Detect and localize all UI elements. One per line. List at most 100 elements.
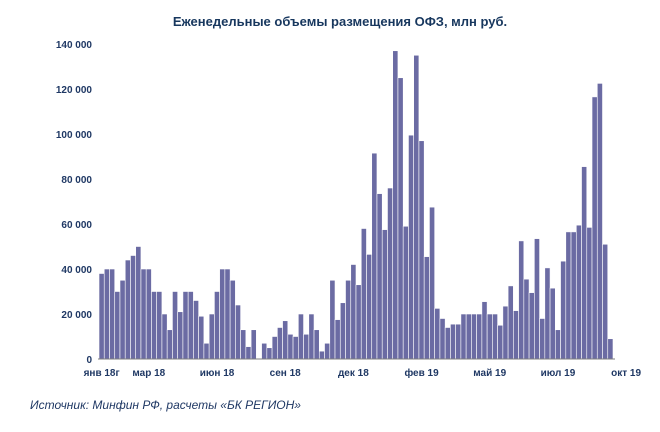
source-note: Источник: Минфин РФ, расчеты «БК РЕГИОН» — [30, 398, 301, 412]
bar — [261, 342, 268, 360]
bar — [208, 313, 215, 360]
bar — [602, 243, 609, 360]
bar — [560, 260, 567, 360]
bar — [392, 50, 399, 360]
bar — [235, 304, 241, 360]
bar — [214, 291, 220, 360]
bar — [193, 300, 199, 360]
x-tick-label: сен 18 — [270, 368, 302, 379]
bar — [539, 318, 546, 360]
bar — [98, 273, 105, 360]
bar — [161, 313, 168, 360]
bar — [103, 268, 110, 360]
bar — [245, 346, 252, 360]
bar — [434, 308, 441, 360]
bar — [507, 285, 514, 360]
x-tick-label: окт 19 — [611, 368, 641, 379]
bar — [476, 313, 483, 360]
bar — [497, 324, 504, 360]
bar — [156, 291, 163, 360]
x-tick-label: мар 18 — [132, 368, 165, 379]
y-axis: 0 20 000 40 000 60 000 80 000 100 000 120 000 1… — [56, 40, 93, 366]
bar — [570, 231, 577, 360]
bar — [596, 83, 603, 360]
bar — [345, 279, 352, 360]
bar — [219, 268, 226, 360]
x-tick-label: янв 18г — [84, 368, 120, 379]
bar — [423, 256, 430, 360]
bar — [528, 292, 535, 360]
bar — [130, 255, 137, 360]
bar — [486, 313, 493, 360]
bar — [450, 323, 456, 360]
bar — [565, 231, 572, 360]
bar — [329, 279, 336, 360]
bar — [324, 342, 331, 360]
bar — [402, 225, 409, 360]
bar — [119, 279, 126, 360]
bars — [98, 50, 614, 360]
bar — [544, 267, 551, 360]
bar — [114, 291, 121, 360]
bar — [172, 291, 178, 360]
bar — [455, 323, 462, 360]
bar — [381, 229, 388, 360]
bar — [287, 333, 294, 360]
bar — [166, 329, 173, 360]
bar — [303, 333, 310, 360]
bar — [229, 279, 236, 360]
y-tick-label: 100 000 — [56, 130, 93, 141]
bar — [271, 336, 278, 360]
bar — [350, 264, 357, 360]
bar — [298, 313, 304, 360]
bar — [187, 291, 194, 360]
y-tick-label: 140 000 — [56, 40, 93, 51]
chart-title: Еженедельные объемы размещения ОФЗ, млн … — [173, 14, 507, 29]
bar — [145, 268, 152, 360]
bar — [513, 310, 519, 360]
bar — [124, 259, 131, 360]
bar — [250, 329, 257, 360]
bar — [413, 54, 420, 360]
bar — [460, 313, 467, 360]
bar — [109, 268, 116, 360]
bar — [240, 329, 247, 360]
bar — [292, 336, 299, 360]
bar — [591, 96, 598, 360]
bar — [135, 246, 142, 360]
y-tick-label: 120 000 — [56, 85, 93, 96]
bar — [492, 313, 498, 360]
bar — [313, 329, 320, 360]
bar — [575, 224, 582, 360]
bar — [182, 291, 189, 360]
bar — [549, 287, 556, 360]
y-tick-label: 40 000 — [61, 265, 92, 276]
bar — [444, 327, 451, 360]
bar — [481, 301, 488, 360]
bar — [355, 284, 362, 360]
bar — [429, 206, 435, 360]
bar — [282, 320, 289, 360]
bar — [534, 238, 540, 360]
bar — [277, 327, 283, 360]
x-axis: янв 18г мар 18 июн 18 сен 18 дек 18 фев 19 май… — [84, 367, 642, 379]
bar — [366, 254, 373, 360]
bar — [318, 350, 325, 360]
bar — [408, 134, 414, 360]
y-tick-label: 80 000 — [61, 175, 92, 186]
x-tick-label: фев 19 — [404, 367, 439, 379]
bar — [371, 152, 378, 360]
bar — [224, 268, 231, 360]
source-label: Источник: — [30, 398, 90, 412]
bar — [397, 77, 404, 360]
bar — [334, 319, 341, 360]
bar — [360, 228, 367, 360]
bar — [140, 268, 147, 360]
source-text: Минфин РФ, расчеты «БК РЕГИОН» — [92, 398, 301, 412]
bar — [581, 166, 588, 360]
bar — [308, 313, 315, 360]
x-tick-label: май 19 — [473, 368, 506, 379]
bar — [151, 291, 157, 360]
bar — [266, 347, 273, 360]
